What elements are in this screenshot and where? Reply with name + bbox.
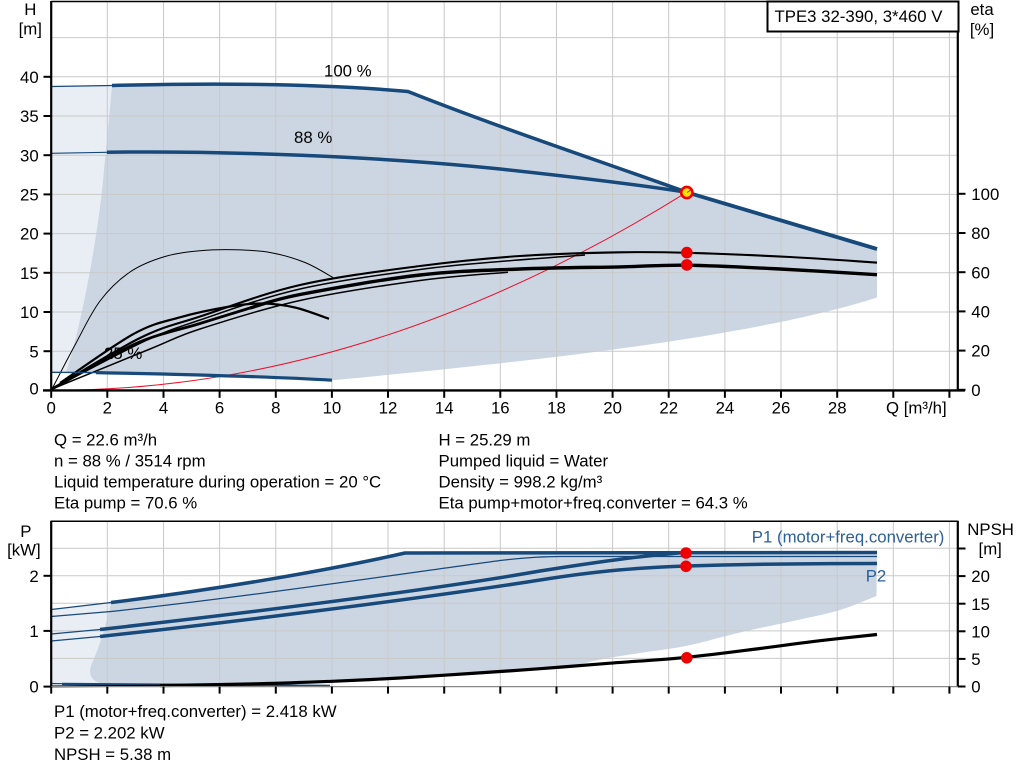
svg-text:100 %: 100 % [324, 62, 372, 81]
svg-text:P1 (motor+freq.converter) = 2.: P1 (motor+freq.converter) = 2.418 kW [54, 702, 337, 721]
svg-text:20: 20 [971, 567, 990, 586]
svg-text:TPE3 32-390, 3*460 V: TPE3 32-390, 3*460 V [775, 7, 944, 26]
svg-text:15: 15 [971, 595, 990, 614]
svg-text:NPSH: NPSH [967, 520, 1014, 539]
svg-text:28: 28 [828, 398, 847, 417]
svg-text:20: 20 [971, 342, 990, 361]
svg-text:0: 0 [971, 381, 980, 400]
svg-text:15: 15 [20, 264, 39, 283]
svg-text:Density = 998.2 kg/m³: Density = 998.2 kg/m³ [439, 473, 603, 492]
svg-text:8: 8 [271, 398, 280, 417]
svg-text:0: 0 [971, 678, 980, 697]
svg-text:100: 100 [971, 185, 999, 204]
svg-text:35: 35 [20, 107, 39, 126]
svg-text:88 %: 88 % [294, 128, 332, 147]
svg-text:10: 10 [323, 398, 342, 417]
svg-text:0: 0 [29, 678, 38, 697]
svg-text:Eta pump = 70.6 %: Eta pump = 70.6 % [54, 494, 197, 513]
svg-text:1: 1 [29, 622, 38, 641]
svg-text:5: 5 [971, 650, 980, 669]
svg-text:20: 20 [20, 225, 39, 244]
svg-text:2: 2 [103, 398, 112, 417]
svg-text:16: 16 [491, 398, 510, 417]
svg-text:60: 60 [971, 263, 990, 282]
svg-text:20: 20 [603, 398, 622, 417]
svg-text:eta: eta [970, 0, 994, 19]
svg-text:Pumped liquid = Water: Pumped liquid = Water [439, 452, 609, 471]
svg-text:22: 22 [659, 398, 678, 417]
svg-text:12: 12 [379, 398, 398, 417]
svg-text:H = 25.29 m: H = 25.29 m [439, 431, 531, 450]
svg-text:Eta pump+motor+freq.converter: Eta pump+motor+freq.converter = 64.3 % [439, 494, 748, 513]
svg-text:25: 25 [20, 186, 39, 205]
svg-text:H: H [24, 0, 36, 19]
svg-text:P1 (motor+freq.converter): P1 (motor+freq.converter) [752, 528, 945, 547]
svg-text:n = 88 % / 3514 rpm: n = 88 % / 3514 rpm [54, 452, 206, 471]
svg-text:P2 = 2.202 kW: P2 = 2.202 kW [54, 724, 165, 743]
svg-text:10: 10 [971, 622, 990, 641]
svg-text:80: 80 [971, 224, 990, 243]
svg-text:2: 2 [29, 567, 38, 586]
svg-text:40: 40 [971, 303, 990, 322]
svg-text:10: 10 [20, 303, 39, 322]
svg-text:[kW]: [kW] [7, 541, 41, 560]
svg-text:0: 0 [29, 380, 38, 399]
svg-text:18: 18 [547, 398, 566, 417]
svg-text:Liquid temperature during oper: Liquid temperature during operation = 20… [54, 473, 381, 492]
svg-text:Q [m³/h]: Q [m³/h] [886, 398, 947, 417]
svg-text:24: 24 [716, 398, 735, 417]
svg-text:26: 26 [772, 398, 791, 417]
svg-text:P: P [20, 522, 31, 541]
svg-text:40: 40 [20, 68, 39, 87]
svg-text:[m]: [m] [19, 20, 42, 39]
svg-text:Q = 22.6 m³/h: Q = 22.6 m³/h [54, 431, 157, 450]
svg-text:30: 30 [20, 146, 39, 165]
svg-text:[m]: [m] [979, 540, 1002, 559]
svg-text:4: 4 [159, 398, 168, 417]
svg-text:P2: P2 [866, 567, 887, 586]
svg-text:5: 5 [29, 342, 38, 361]
svg-text:6: 6 [215, 398, 224, 417]
svg-text:NPSH = 5.38 m: NPSH = 5.38 m [54, 745, 171, 764]
svg-text:25 %: 25 % [104, 344, 142, 363]
svg-text:0: 0 [47, 398, 56, 417]
svg-text:14: 14 [435, 398, 454, 417]
svg-text:[%]: [%] [970, 20, 994, 39]
